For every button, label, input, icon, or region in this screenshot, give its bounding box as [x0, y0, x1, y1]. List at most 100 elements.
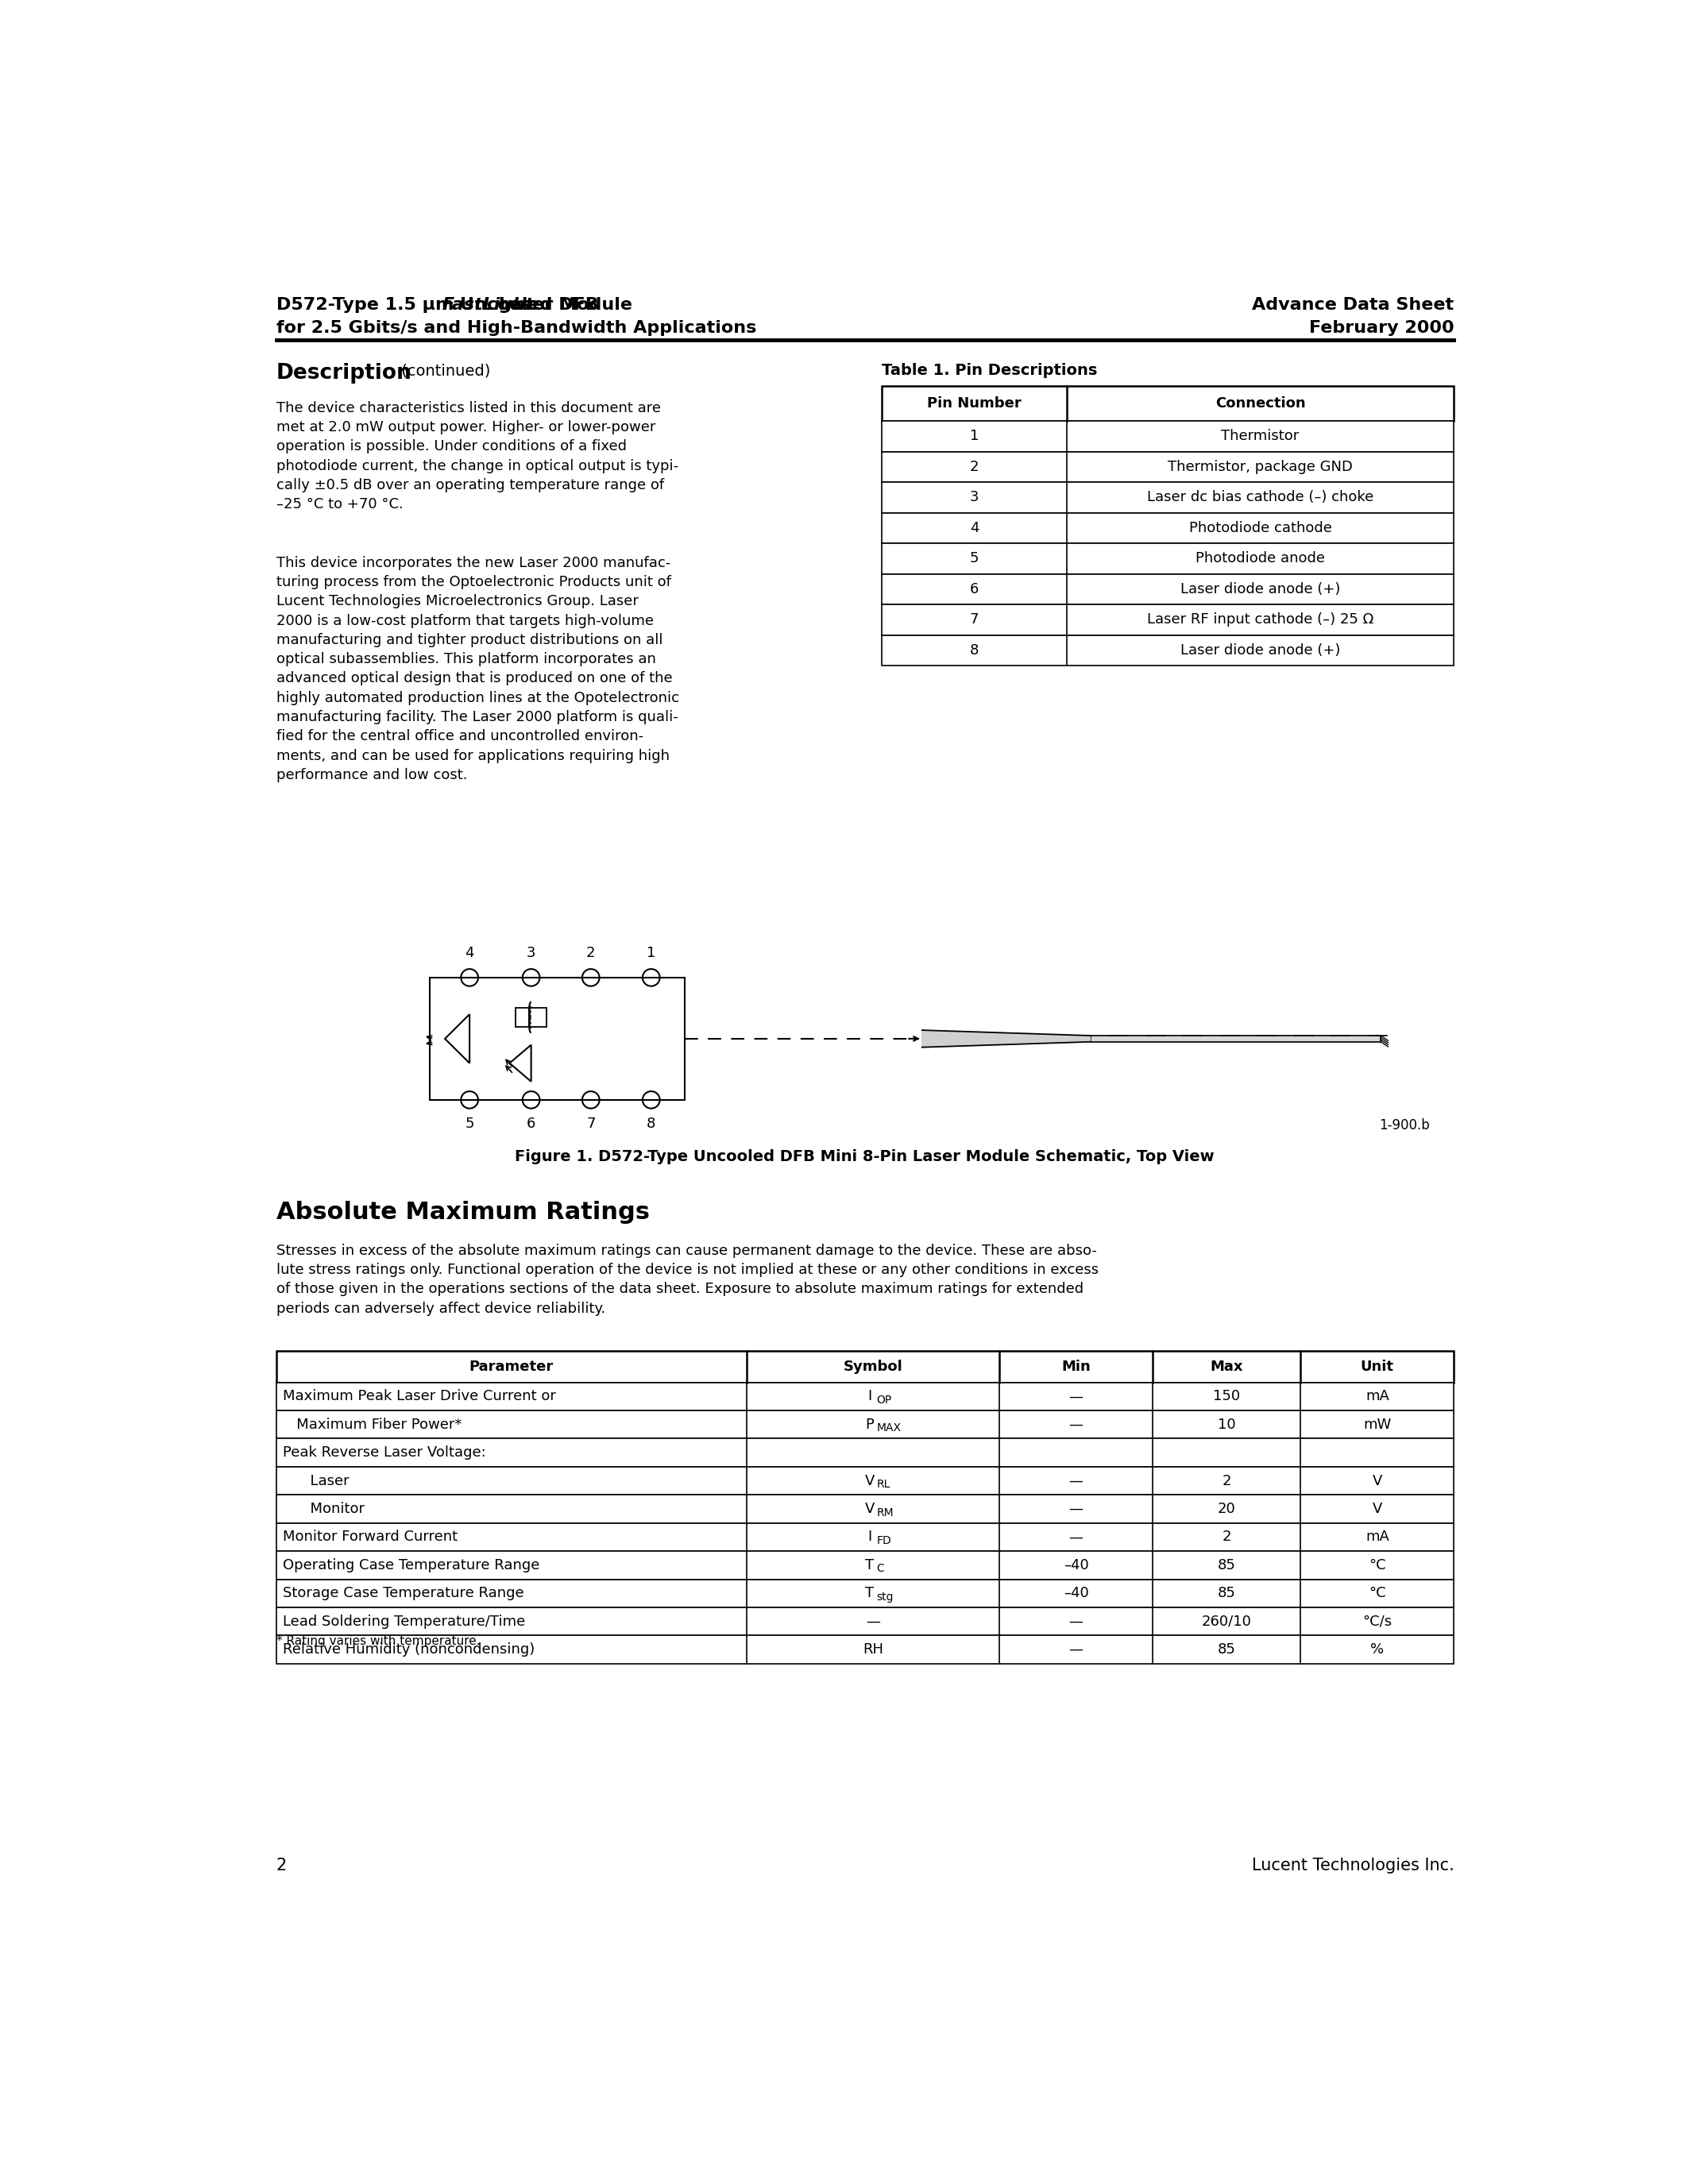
Text: FD: FD [876, 1535, 891, 1546]
Bar [277, 1579, 1453, 1607]
Text: °C: °C [1369, 1586, 1386, 1601]
Text: Connection: Connection [1215, 397, 1305, 411]
Text: RL: RL [876, 1479, 890, 1489]
Text: 4: 4 [464, 946, 474, 961]
Text: FastLight: FastLight [442, 297, 535, 312]
Text: 7: 7 [971, 614, 979, 627]
Text: OP: OP [876, 1396, 891, 1406]
Text: 85: 85 [1217, 1586, 1236, 1601]
Text: 5: 5 [971, 553, 979, 566]
Text: * Rating varies with temperature.: * Rating varies with temperature. [277, 1636, 479, 1647]
Text: 5: 5 [464, 1116, 474, 1131]
Text: °C/s: °C/s [1362, 1614, 1393, 1629]
Text: T: T [866, 1557, 874, 1572]
Text: 6: 6 [527, 1116, 535, 1131]
Text: Thermistor, package GND: Thermistor, package GND [1168, 461, 1352, 474]
Text: Pin Number: Pin Number [927, 397, 1021, 411]
Text: mW: mW [1364, 1417, 1391, 1433]
Text: —: — [1069, 1474, 1084, 1487]
Text: stg: stg [876, 1592, 893, 1603]
Text: 150: 150 [1214, 1389, 1241, 1404]
Text: for 2.5 Gbits/s and High-Bandwidth Applications: for 2.5 Gbits/s and High-Bandwidth Appli… [277, 321, 756, 336]
Text: Storage Case Temperature Range: Storage Case Temperature Range [282, 1586, 523, 1601]
Text: Symbol: Symbol [842, 1358, 903, 1374]
Text: 10: 10 [1217, 1417, 1236, 1433]
Text: 2: 2 [1222, 1474, 1231, 1487]
Bar [277, 1350, 1453, 1382]
Text: —: — [1069, 1389, 1084, 1404]
Bar [883, 387, 1453, 422]
Text: 4: 4 [971, 522, 979, 535]
Text: 8: 8 [647, 1116, 655, 1131]
Text: —: — [1069, 1642, 1084, 1658]
Text: I: I [868, 1389, 871, 1404]
Text: Relative Humidity (noncondensing): Relative Humidity (noncondensing) [282, 1642, 535, 1658]
Text: 1: 1 [647, 946, 655, 961]
Text: —: — [866, 1614, 879, 1629]
Bar [883, 544, 1453, 574]
Text: 7: 7 [586, 1116, 596, 1131]
Text: 85: 85 [1217, 1642, 1236, 1658]
Text: Thermistor: Thermistor [1222, 430, 1300, 443]
Text: 6: 6 [971, 583, 979, 596]
Bar [277, 1494, 1453, 1522]
Text: 2: 2 [1222, 1531, 1231, 1544]
Bar [883, 422, 1453, 452]
Text: 1-900.b: 1-900.b [1379, 1118, 1430, 1133]
Text: mA: mA [1366, 1531, 1389, 1544]
Text: –40: –40 [1063, 1586, 1089, 1601]
Text: —: — [1069, 1417, 1084, 1433]
Text: Photodiode cathode: Photodiode cathode [1188, 522, 1332, 535]
Text: Peak Reverse Laser Voltage:: Peak Reverse Laser Voltage: [282, 1446, 486, 1459]
Bar [277, 1382, 1453, 1411]
Text: I: I [868, 1531, 871, 1544]
Text: Operating Case Temperature Range: Operating Case Temperature Range [282, 1557, 538, 1572]
Text: V: V [1372, 1474, 1382, 1487]
Text: February 2000: February 2000 [1308, 321, 1453, 336]
Text: Photodiode anode: Photodiode anode [1195, 553, 1325, 566]
Text: Stresses in excess of the absolute maximum ratings can cause permanent damage to: Stresses in excess of the absolute maxim… [277, 1243, 1099, 1315]
Text: Table 1. Pin Descriptions: Table 1. Pin Descriptions [883, 363, 1097, 378]
Text: Laser: Laser [282, 1474, 349, 1487]
Bar [883, 605, 1453, 636]
Bar [277, 1468, 1453, 1494]
Text: Laser dc bias cathode (–) choke: Laser dc bias cathode (–) choke [1148, 491, 1374, 505]
Text: Description: Description [277, 363, 412, 384]
Bar [429, 978, 685, 1101]
Text: mA: mA [1366, 1389, 1389, 1404]
Text: Maximum Peak Laser Drive Current or: Maximum Peak Laser Drive Current or [282, 1389, 555, 1404]
Text: Laser diode anode (+): Laser diode anode (+) [1180, 583, 1340, 596]
Bar [883, 574, 1453, 605]
Text: 8: 8 [971, 644, 979, 657]
Bar [883, 513, 1453, 544]
Text: 2: 2 [586, 946, 596, 961]
Bar [883, 483, 1453, 513]
Bar [883, 636, 1453, 666]
Text: V: V [864, 1503, 874, 1516]
Text: 2: 2 [971, 461, 979, 474]
Text: Laser diode anode (+): Laser diode anode (+) [1180, 644, 1340, 657]
Text: Absolute Maximum Ratings: Absolute Maximum Ratings [277, 1201, 650, 1223]
Text: MAX: MAX [876, 1422, 901, 1435]
Bar [277, 1439, 1453, 1468]
Text: –40: –40 [1063, 1557, 1089, 1572]
Text: 3: 3 [527, 946, 535, 961]
Text: 85: 85 [1217, 1557, 1236, 1572]
Text: RM: RM [876, 1507, 893, 1518]
Text: Maximum Fiber Power*: Maximum Fiber Power* [282, 1417, 461, 1433]
Polygon shape [922, 1031, 1092, 1048]
Text: Monitor Forward Current: Monitor Forward Current [282, 1531, 457, 1544]
Polygon shape [1092, 1035, 1381, 1042]
Text: 20: 20 [1217, 1503, 1236, 1516]
Text: Min: Min [1062, 1358, 1090, 1374]
Bar [883, 452, 1453, 483]
Text: This device incorporates the new Laser 2000 manufac-
turing process from the Opt: This device incorporates the new Laser 2… [277, 555, 679, 782]
Text: T: T [866, 1586, 874, 1601]
Bar [277, 1607, 1453, 1636]
Text: Advance Data Sheet: Advance Data Sheet [1252, 297, 1453, 312]
Bar [277, 1636, 1453, 1664]
Text: Unit: Unit [1361, 1358, 1394, 1374]
Text: Laser RF input cathode (–) 25 Ω: Laser RF input cathode (–) 25 Ω [1148, 614, 1374, 627]
Text: P: P [866, 1417, 874, 1433]
Text: —: — [1069, 1503, 1084, 1516]
